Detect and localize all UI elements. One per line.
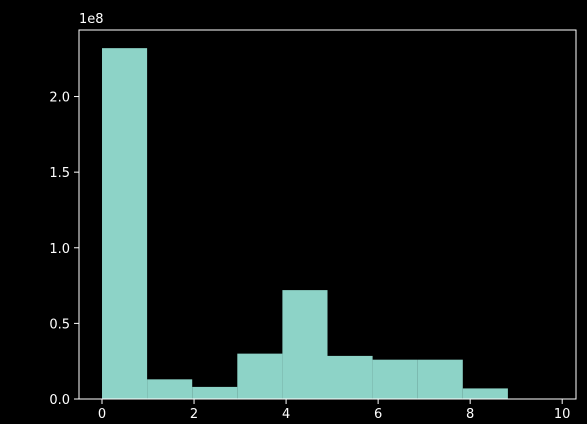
x-tick-label-5: 10: [554, 407, 571, 422]
histogram-bar-8: [462, 388, 508, 399]
bars-layer: [102, 48, 508, 399]
histogram-bar-3: [237, 353, 283, 399]
x-tick-label-4: 8: [466, 407, 474, 422]
y-tick-label-4: 2.0: [49, 91, 70, 106]
y-tick-label-3: 1.5: [49, 166, 70, 181]
y-tick-label-1: 0.5: [49, 317, 70, 332]
x-tick-label-1: 2: [190, 407, 198, 422]
histogram-bar-5: [327, 355, 373, 399]
x-tick-label-3: 6: [374, 407, 382, 422]
histogram-bar-6: [372, 359, 418, 399]
x-tick-label-2: 4: [282, 407, 290, 422]
histogram-bar-2: [192, 386, 238, 399]
y-tick-label-0: 0.0: [49, 393, 70, 408]
histogram-bar-1: [147, 379, 193, 399]
plot-frame: [78, 29, 577, 400]
x-axis: 0 2 4 6 8 10: [98, 399, 571, 422]
x-tick-label-0: 0: [98, 407, 106, 422]
y-scale-exponent-label: 1e8: [79, 12, 104, 27]
y-axis: 0.0 0.5 1.0 1.5 2.0: [49, 91, 79, 408]
histogram-bar-7: [417, 359, 463, 399]
histogram-bar-0: [102, 48, 148, 399]
y-tick-label-2: 1.0: [49, 242, 70, 257]
histogram-bar-4: [282, 290, 328, 399]
